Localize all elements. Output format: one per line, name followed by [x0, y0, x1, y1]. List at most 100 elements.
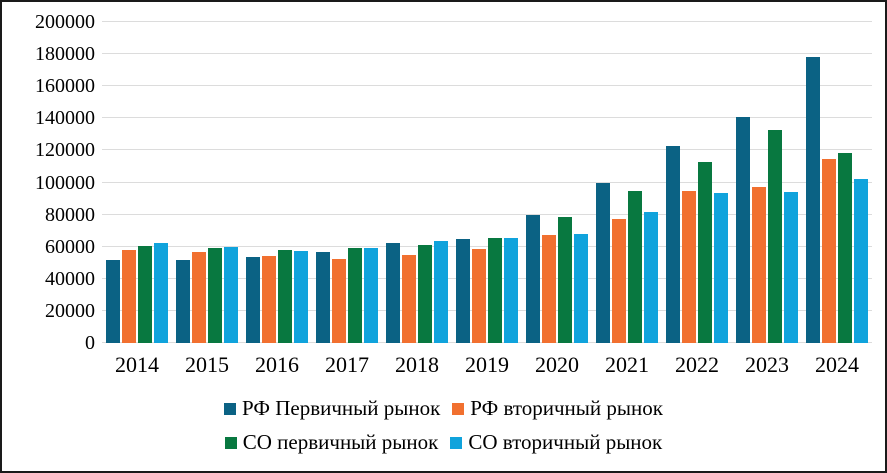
gridline	[102, 181, 872, 183]
bar-2023-series-0	[736, 117, 750, 343]
bar-2023-series-3	[784, 192, 798, 343]
x-tick-label-2016: 2016	[255, 352, 299, 377]
bar-group-2019	[452, 22, 522, 343]
bar-2021-series-0	[596, 183, 610, 343]
x-tick-label-2017: 2017	[325, 352, 369, 377]
gridline	[102, 277, 872, 279]
bar-2024-series-2	[838, 153, 852, 343]
bar-2016-series-1	[262, 256, 276, 343]
bar-2015-series-3	[224, 247, 238, 343]
gridline	[102, 245, 872, 247]
bar-2017-series-1	[332, 259, 346, 343]
bar-2014-series-2	[138, 246, 152, 343]
bar-group-2018	[382, 22, 452, 343]
bar-2022-series-3	[714, 193, 728, 343]
gridline	[102, 213, 872, 215]
bar-2014-series-1	[122, 250, 136, 343]
bar-group-2024	[802, 22, 872, 343]
y-tick-label: 120000	[35, 139, 95, 162]
legend-swatch-icon	[450, 436, 463, 449]
bar-2019-series-1	[472, 249, 486, 343]
bar-2018-series-2	[418, 245, 432, 343]
y-tick-label: 20000	[45, 299, 95, 322]
gridline	[102, 117, 872, 119]
bar-2015-series-1	[192, 252, 206, 343]
x-tick-label-2014: 2014	[115, 352, 159, 377]
legend-item-3: СО вторичный рынок	[450, 430, 662, 455]
legend-row-1: РФ Первичный рынок РФ вторичный рынок	[224, 396, 663, 421]
x-tick-label-2022: 2022	[675, 352, 719, 377]
x-tick-label-2021: 2021	[605, 352, 649, 377]
x-tick-label-2018: 2018	[395, 352, 439, 377]
x-tick-label-2019: 2019	[465, 352, 509, 377]
bar-2023-series-2	[768, 130, 782, 343]
bar-2021-series-1	[612, 219, 626, 343]
y-tick-label: 60000	[45, 235, 95, 258]
y-tick-label: 180000	[35, 43, 95, 66]
bar-2017-series-2	[348, 248, 362, 343]
y-tick-label: 100000	[35, 171, 95, 194]
bar-2020-series-2	[558, 217, 572, 343]
plot-area	[102, 21, 872, 343]
bar-2019-series-3	[504, 238, 518, 343]
gridline	[102, 21, 872, 22]
legend-item-2: СО первичный рынок	[224, 430, 439, 455]
legend-label: СО первичный рынок	[242, 430, 439, 454]
legend-item-1: РФ вторичный рынок	[452, 396, 663, 421]
bar-2016-series-0	[246, 257, 260, 343]
bar-group-2016	[242, 22, 312, 343]
gridline	[102, 342, 872, 343]
bar-2020-series-0	[526, 215, 540, 343]
bar-2015-series-2	[208, 248, 222, 343]
legend-label: РФ вторичный рынок	[470, 396, 663, 420]
bar-2022-series-2	[698, 162, 712, 343]
bar-2024-series-0	[806, 57, 820, 343]
bar-2015-series-0	[176, 260, 190, 343]
bar-2019-series-0	[456, 239, 470, 343]
legend-row-2: СО первичный рынок СО вторичный рынок	[224, 430, 662, 455]
x-tick-label-2024: 2024	[815, 352, 859, 377]
gridline	[102, 53, 872, 55]
bar-2022-series-1	[682, 191, 696, 343]
bar-group-2014	[102, 22, 172, 343]
bar-2017-series-0	[316, 252, 330, 343]
x-tick-label-2015: 2015	[185, 352, 229, 377]
y-tick-label: 80000	[45, 203, 95, 226]
bar-group-2015	[172, 22, 242, 343]
y-tick-label: 160000	[35, 75, 95, 98]
bar-2018-series-0	[386, 243, 400, 343]
y-tick-label: 40000	[45, 267, 95, 290]
bar-2017-series-3	[364, 248, 378, 343]
bar-2018-series-1	[402, 255, 416, 343]
legend-label: РФ Первичный рынок	[242, 396, 441, 420]
y-tick-label: 200000	[35, 11, 95, 33]
legend-swatch-icon	[224, 402, 237, 415]
bar-2016-series-3	[294, 251, 308, 343]
legend-label: СО вторичный рынок	[468, 430, 663, 454]
bar-2024-series-1	[822, 159, 836, 343]
y-tick-label: 140000	[35, 107, 95, 130]
bar-group-2020	[522, 22, 592, 343]
bar-group-2021	[592, 22, 662, 343]
bar-2014-series-0	[106, 260, 120, 343]
x-tick-label-2020: 2020	[535, 352, 579, 377]
legend-item-0: РФ Первичный рынок	[224, 396, 440, 421]
bar-group-2023	[732, 22, 802, 343]
bar-2019-series-2	[488, 238, 502, 343]
bar-group-2022	[662, 22, 732, 343]
bar-2014-series-3	[154, 243, 168, 343]
bar-2020-series-3	[574, 234, 588, 343]
bar-2021-series-2	[628, 191, 642, 343]
legend-swatch-icon	[224, 436, 237, 449]
x-tick-label-2023: 2023	[745, 352, 789, 377]
bar-2022-series-0	[666, 146, 680, 343]
gridline	[102, 85, 872, 87]
gridline	[102, 309, 872, 311]
bar-group-2017	[312, 22, 382, 343]
bar-2023-series-1	[752, 187, 766, 343]
bar-2018-series-3	[434, 241, 448, 343]
bar-2016-series-2	[278, 250, 292, 343]
legend-swatch-icon	[452, 402, 465, 415]
y-tick-label: 0	[85, 332, 95, 354]
